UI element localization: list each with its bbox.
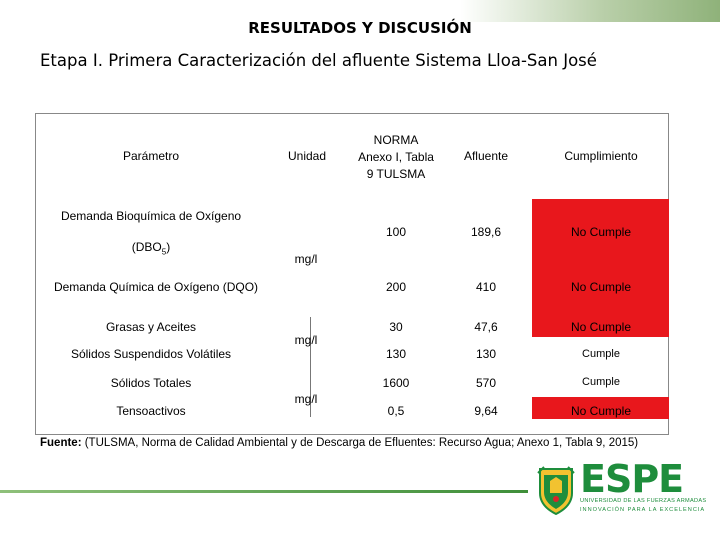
- afluente-cell: 130: [475, 347, 497, 361]
- afluente-cell: 47,6: [474, 320, 498, 334]
- slide-subtitle: Etapa I. Primera Caracterización del afl…: [40, 51, 597, 70]
- norma-cell: 100: [385, 225, 407, 239]
- norma-cell: 0,5: [387, 404, 405, 418]
- cumple-cell: No Cumple: [570, 320, 632, 334]
- header-afluente: Afluente: [463, 149, 509, 163]
- header-unit: Unidad: [287, 149, 327, 163]
- unit-label: mg/l: [294, 252, 318, 266]
- table-divider: [310, 317, 311, 417]
- param-cell: Grasas y Aceites: [105, 320, 197, 334]
- param-cell: (DBO5): [131, 240, 171, 257]
- afluente-cell: 9,64: [474, 404, 498, 418]
- param-cell: Tensoactivos: [116, 404, 186, 418]
- cumple-cell: Cumple: [582, 348, 620, 360]
- status-cell-fail: [532, 262, 669, 313]
- footer-accent-bar: [0, 490, 528, 493]
- header-accent-gradient: [460, 0, 720, 22]
- status-cell-fail: [532, 199, 669, 262]
- university-shield-icon: [537, 466, 575, 515]
- status-cell-fail: [532, 313, 669, 337]
- espe-logo: ESPE: [580, 457, 684, 501]
- logo-tagline: UNIVERSIDAD DE LAS FUERZAS ARMADAS: [580, 498, 707, 504]
- page-title: RESULTADOS Y DISCUSIÓN: [248, 19, 472, 37]
- header-cumplimiento: Cumplimiento: [564, 149, 638, 163]
- source-note: Fuente: (TULSMA, Norma de Calidad Ambien…: [40, 437, 639, 449]
- unit-label: mg/l: [294, 333, 318, 347]
- cumple-cell: No Cumple: [570, 225, 632, 239]
- param-cell: Sólidos Suspendidos Volátiles: [70, 347, 232, 361]
- param-cell: Demanda Bioquímica de Oxígeno: [60, 209, 242, 223]
- param-cell: Sólidos Totales: [110, 376, 192, 390]
- header-norma: NORMA Anexo I, Tabla 9 TULSMA: [358, 133, 434, 181]
- norma-cell: 130: [385, 347, 407, 361]
- cumple-cell: Cumple: [582, 376, 620, 388]
- afluente-cell: 410: [475, 280, 497, 294]
- norma-cell: 1600: [382, 376, 410, 390]
- afluente-cell: 570: [475, 376, 497, 390]
- status-cell-fail: [532, 397, 669, 419]
- cumple-cell: No Cumple: [570, 280, 632, 294]
- unit-label: mg/l: [294, 392, 318, 406]
- cumple-cell: No Cumple: [570, 404, 632, 418]
- logo-slogan: INNOVACIÓN PARA LA EXCELENCIA: [580, 507, 706, 513]
- param-cell: Demanda Química de Oxígeno (DQO): [53, 280, 259, 294]
- afluente-cell: 189,6: [470, 225, 502, 239]
- norma-cell: 30: [389, 320, 403, 334]
- norma-cell: 200: [385, 280, 407, 294]
- results-table: Parámetro Unidad NORMA Anexo I, Tabla 9 …: [35, 113, 669, 435]
- header-parameter: Parámetro: [122, 149, 180, 163]
